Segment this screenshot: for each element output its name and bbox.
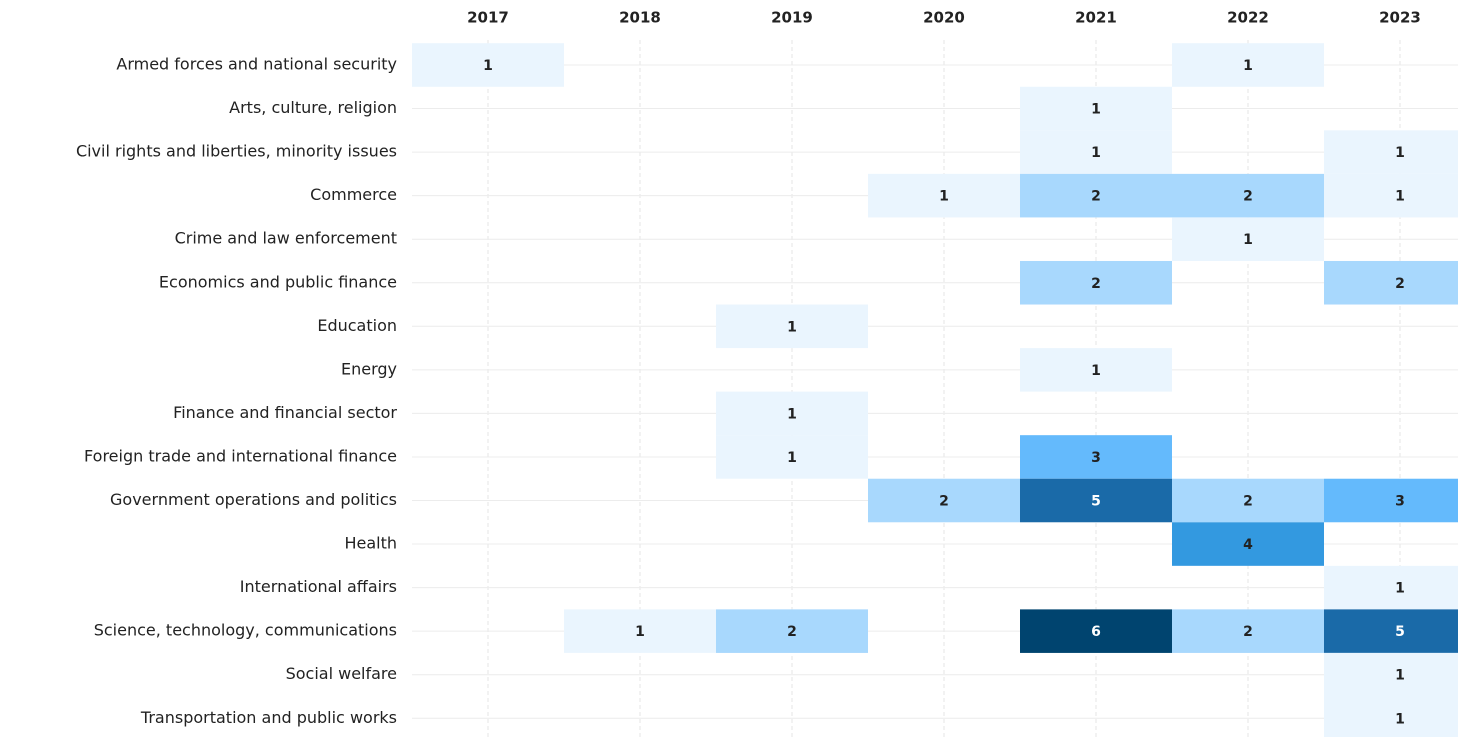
- heatmap-cell: [1020, 609, 1172, 653]
- row-label: Finance and financial sector: [173, 403, 397, 422]
- heatmap-cell: [1324, 130, 1458, 174]
- row-label: Civil rights and liberties, minority iss…: [76, 142, 397, 161]
- heatmap-cell: [1324, 173, 1458, 218]
- row-label: Energy: [341, 359, 397, 378]
- cell-label: 1: [787, 450, 797, 466]
- cell-label: 2: [1091, 189, 1101, 205]
- heatmap-cell: [1020, 260, 1172, 305]
- heatmap-cell: [1020, 130, 1172, 174]
- cell-label: 1: [635, 624, 645, 640]
- column-label: 2018: [619, 9, 661, 27]
- cell-label: 1: [1243, 58, 1253, 74]
- heatmap-cell: [1172, 217, 1324, 261]
- row-label: International affairs: [240, 577, 397, 596]
- cell-label: 1: [1243, 232, 1253, 248]
- cell-label: 5: [1395, 624, 1405, 640]
- heatmap-cell: [1020, 435, 1172, 479]
- heatmap-cell: [1172, 609, 1324, 653]
- column-label: 2022: [1227, 9, 1269, 27]
- row-label: Economics and public finance: [159, 272, 397, 291]
- heatmap-cell: [1324, 478, 1458, 523]
- cell-label: 2: [1395, 276, 1405, 292]
- cell-label: 2: [1243, 494, 1253, 510]
- heatmap-cell: [1172, 522, 1324, 566]
- column-label: 2020: [923, 9, 965, 27]
- cell-label: 1: [939, 189, 949, 205]
- heatmap-cell: [1172, 173, 1324, 218]
- heatmap-cell: [564, 609, 716, 653]
- column-label: 2017: [467, 9, 509, 27]
- cell-label: 1: [483, 58, 493, 74]
- heatmap-cell: [1324, 609, 1458, 653]
- cell-label: 1: [1395, 711, 1405, 727]
- cell-label: 1: [787, 319, 797, 335]
- heatmap-cell: [1020, 348, 1172, 392]
- cell-label: 1: [1395, 668, 1405, 684]
- cell-label: 2: [939, 494, 949, 510]
- cell-label: 2: [1091, 276, 1101, 292]
- heatmap-cell: [1172, 478, 1324, 523]
- heatmap-cell: [1324, 565, 1458, 610]
- heatmap-cell: [1324, 696, 1458, 737]
- row-label: Education: [317, 316, 397, 335]
- row-label: Arts, culture, religion: [229, 98, 397, 117]
- row-label: Social welfare: [286, 664, 397, 683]
- column-label: 2023: [1379, 9, 1421, 27]
- heatmap-cell: [412, 43, 564, 87]
- cell-label: 4: [1243, 537, 1253, 553]
- column-label: 2021: [1075, 9, 1117, 27]
- row-label: Armed forces and national security: [116, 55, 397, 74]
- cell-label: 2: [1243, 189, 1253, 205]
- cell-label: 1: [1091, 102, 1101, 118]
- heatmap-cell: [1324, 260, 1458, 305]
- cell-label: 3: [1395, 494, 1405, 510]
- heatmap-cell: [1020, 478, 1172, 523]
- cell-label: 1: [1091, 145, 1101, 161]
- heatmap-cell: [716, 391, 868, 436]
- row-label: Government operations and politics: [110, 490, 397, 509]
- heatmap-cell: [868, 478, 1020, 523]
- row-label: Health: [344, 534, 397, 553]
- row-label: Crime and law enforcement: [175, 229, 397, 248]
- row-label: Commerce: [310, 185, 397, 204]
- cell-label: 1: [1395, 189, 1405, 205]
- heatmap-cell: [716, 304, 868, 349]
- heatmap-cell: [868, 173, 1020, 218]
- heatmap-cell: [1324, 652, 1458, 697]
- row-label: Science, technology, communications: [94, 621, 397, 640]
- heatmap-cell: [1020, 173, 1172, 218]
- cell-label: 5: [1091, 494, 1101, 510]
- cell-label: 2: [787, 624, 797, 640]
- cell-label: 2: [1243, 624, 1253, 640]
- cell-label: 3: [1091, 450, 1101, 466]
- cell-label: 1: [1091, 363, 1101, 379]
- cell-label: 1: [787, 406, 797, 422]
- row-label: Foreign trade and international finance: [84, 446, 397, 465]
- heatmap-cell: [1020, 86, 1172, 131]
- cell-label: 1: [1395, 581, 1405, 597]
- heatmap-cell: [716, 435, 868, 479]
- cell-label: 6: [1091, 624, 1101, 640]
- row-label: Transportation and public works: [140, 708, 397, 727]
- column-label: 2019: [771, 9, 813, 27]
- heatmap-cell: [716, 609, 868, 653]
- heatmap-cell: [1172, 43, 1324, 87]
- cell-label: 1: [1395, 145, 1405, 161]
